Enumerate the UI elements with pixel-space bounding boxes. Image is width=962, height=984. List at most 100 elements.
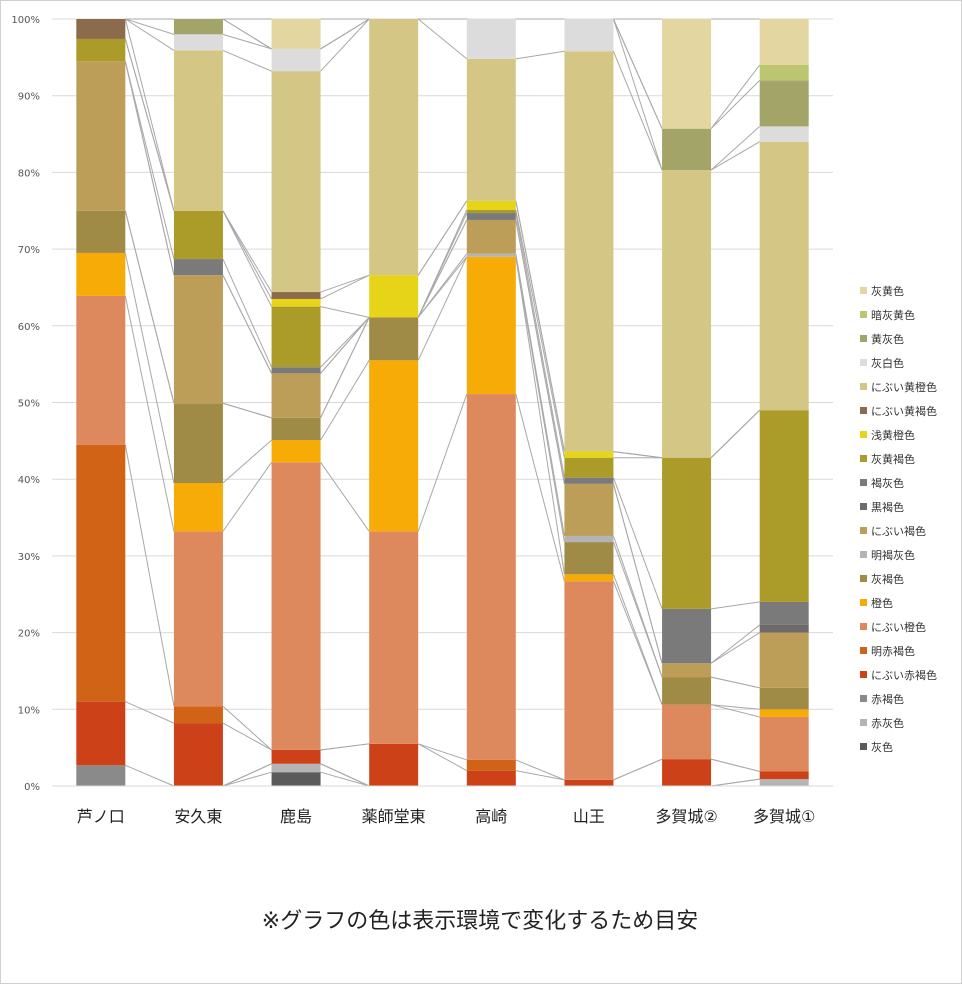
series-line: [222, 210, 273, 300]
series-line: [222, 705, 272, 751]
legend-swatch: [860, 335, 867, 342]
series-line: [222, 18, 272, 50]
series-line: [710, 758, 760, 772]
bar-segment: [369, 360, 419, 532]
series-line: [515, 219, 565, 484]
series-line: [515, 253, 565, 537]
bar-segment: [173, 403, 223, 484]
gridlines: [52, 18, 833, 787]
series-line: [124, 61, 175, 276]
x-tick-label: 山王: [573, 807, 605, 826]
legend-swatch: [860, 455, 867, 462]
legend-label: 灰色: [871, 740, 893, 754]
bar-segment: [173, 723, 223, 786]
bar-segment: [369, 275, 419, 318]
bar-segment: [564, 581, 614, 780]
bar-segment: [759, 779, 809, 786]
series-line: [417, 393, 468, 532]
legend-item: 黒褐色: [860, 500, 904, 514]
bar-segment: [564, 574, 614, 582]
series-line: [710, 632, 760, 664]
bar-segment: [173, 19, 223, 35]
series-line: [125, 764, 175, 787]
legend-item: 浅黄橙色: [860, 428, 915, 442]
legend: 灰黄色暗灰黄色黄灰色灰白色にぶい黄橙色にぶい黄褐色浅黄橙色灰黄褐色褐灰色黒褐色に…: [860, 284, 937, 754]
legend-swatch: [860, 431, 867, 438]
legend-label: 明褐灰色: [871, 548, 915, 562]
legend-swatch: [860, 743, 867, 750]
bar-segment: [173, 483, 223, 532]
legend-item: 暗灰黄色: [860, 308, 915, 322]
bar-segment: [759, 632, 809, 688]
series-line: [515, 770, 565, 781]
bar-segment: [173, 531, 223, 707]
series-line: [515, 209, 565, 458]
series-line: [710, 409, 761, 459]
legend-item: 灰黄褐色: [860, 452, 915, 466]
series-line: [710, 778, 760, 787]
bar-segment: [662, 704, 712, 760]
bar-segment: [466, 256, 516, 395]
legend-swatch: [860, 719, 867, 726]
y-tick-label: 20%: [18, 629, 40, 640]
bar-segment: [759, 624, 809, 633]
series-line: [710, 64, 761, 129]
legend-swatch: [860, 599, 867, 606]
legend-swatch: [860, 383, 867, 390]
legend-label: 黒褐色: [871, 500, 904, 514]
series-line: [125, 18, 175, 51]
bar-segment: [466, 213, 516, 220]
series-line: [612, 18, 663, 129]
bar-segment: [76, 701, 126, 766]
bar-segment: [173, 34, 223, 51]
series-line: [612, 18, 663, 171]
series-line: [612, 574, 663, 705]
bar-segment: [76, 765, 126, 786]
legend-label: 暗灰黄色: [871, 308, 915, 322]
bar-segment: [564, 483, 614, 536]
footnote: ※グラフの色は表示環境で変化するため目安: [262, 909, 698, 934]
legend-label: 橙色: [871, 596, 893, 610]
series-line: [417, 18, 468, 60]
legend-swatch: [860, 359, 867, 366]
bar-segment: [759, 687, 809, 710]
bar-segment: [271, 71, 321, 293]
y-tick-label: 10%: [18, 705, 40, 716]
bar-segment: [564, 779, 614, 786]
legend-label: にぶい黄橙色: [871, 380, 937, 394]
series-line: [711, 704, 760, 710]
series-line: [222, 210, 273, 307]
bar-segment: [271, 417, 321, 441]
series-line: [417, 200, 468, 276]
bar-segment: [564, 477, 614, 484]
series-line: [515, 200, 565, 452]
bar-segment: [76, 444, 126, 702]
legend-label: にぶい橙色: [871, 620, 926, 634]
series-line: [320, 274, 370, 293]
legend-swatch: [860, 287, 867, 294]
series-line: [710, 141, 760, 171]
series-line: [515, 256, 565, 575]
bar-segment: [759, 65, 809, 81]
series-line: [612, 51, 663, 171]
bar-segment: [466, 759, 516, 771]
series-line: [417, 209, 468, 318]
legend-swatch: [860, 623, 867, 630]
bar-segment: [76, 38, 126, 62]
series-line: [320, 360, 370, 441]
y-tick-label: 90%: [18, 92, 40, 103]
legend-item: 明褐灰色: [860, 548, 915, 562]
legend-label: 褐灰色: [871, 476, 904, 490]
bar-segment: [564, 457, 614, 478]
bar-segment: [271, 48, 321, 72]
bar-segment: [271, 462, 321, 750]
legend-item: にぶい赤褐色: [860, 668, 937, 682]
series-line: [320, 763, 370, 787]
series-line: [320, 317, 370, 419]
x-tick-label: 薬師堂東: [362, 807, 426, 826]
bar-segment: [662, 677, 712, 705]
bar-segment: [173, 275, 223, 404]
bar-segment: [76, 61, 126, 211]
bar-segment: [271, 440, 321, 463]
series-line: [124, 252, 175, 484]
